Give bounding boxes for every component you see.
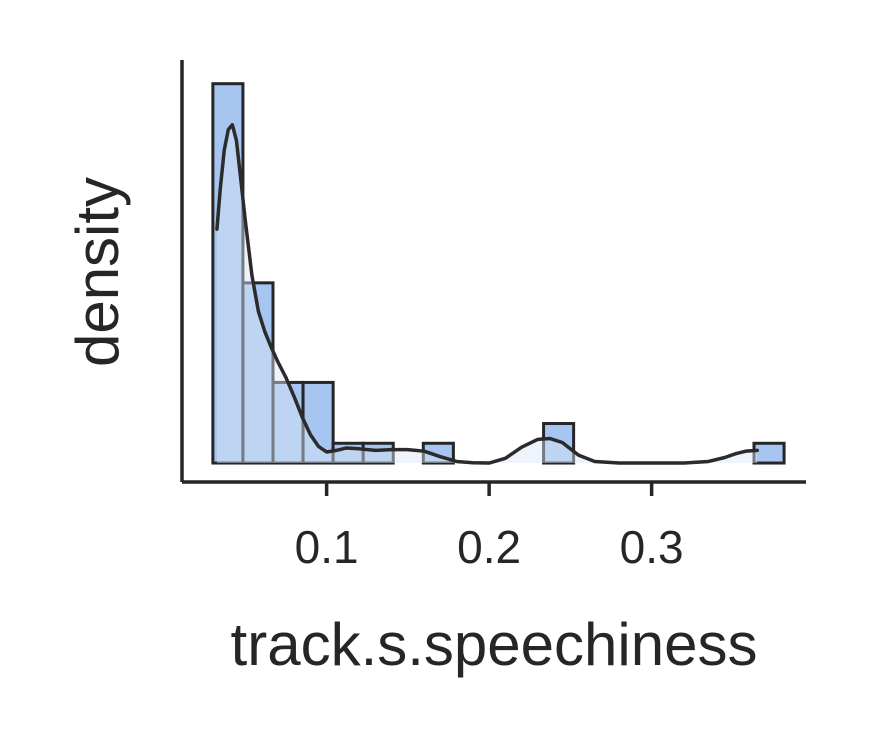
histogram-bar (542, 422, 576, 465)
plot-area: 0.1 0.2 0.3 (180, 60, 806, 573)
x-tick-label: 0.2 (457, 521, 521, 573)
histogram-bar (752, 441, 786, 465)
y-axis-label: density (64, 177, 131, 367)
x-tick-label: 0.3 (620, 521, 684, 573)
x-axis-label: track.s.speechiness (231, 611, 758, 678)
kde-area (216, 124, 758, 464)
kde-line (215, 123, 759, 465)
x-tick-label: 0.1 (295, 521, 359, 573)
